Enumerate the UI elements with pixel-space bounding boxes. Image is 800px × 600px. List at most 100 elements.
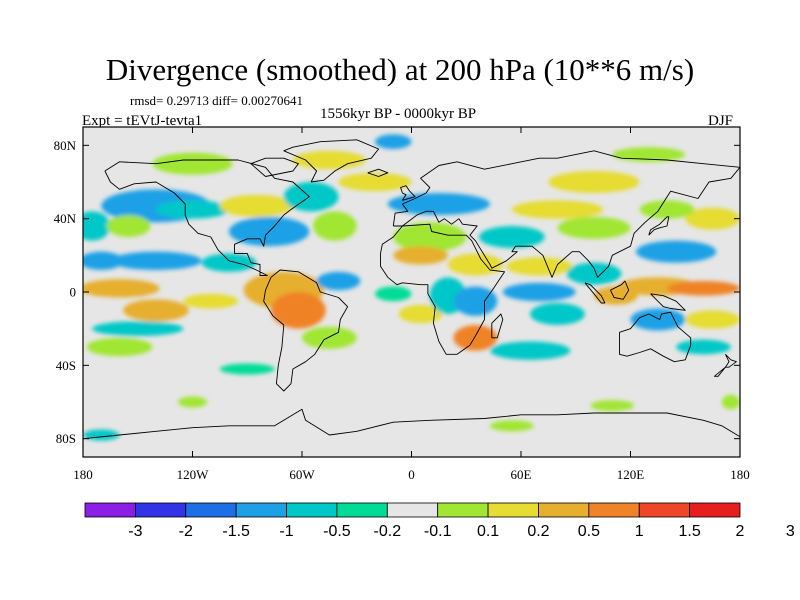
field-patch-20: [316, 271, 361, 291]
lon-tick-label-3: 0: [408, 467, 415, 482]
colorbar-label-5: -0.2: [374, 523, 402, 540]
field-patch-54: [177, 396, 208, 408]
field-patch-11: [92, 321, 184, 336]
experiment-label: Expt = tEVtJ-tevta1: [82, 113, 203, 129]
field-patch-56: [489, 420, 534, 432]
colorbar-swatch-6: [386, 502, 439, 518]
plot-title: Divergence (smoothed) at 200 hPa (10**6 …: [105, 52, 695, 87]
field-patch-43: [566, 262, 622, 285]
colorbar-label-3: -1: [279, 523, 293, 540]
coastline-madagascar: [491, 313, 504, 339]
colorbar-label-0: -3: [128, 523, 142, 540]
field-patch-32: [453, 286, 498, 316]
coastline-australia: [619, 311, 692, 363]
field-patch-55: [590, 400, 635, 412]
field-patch-47: [635, 240, 717, 263]
coastline-new-guinea: [650, 293, 686, 311]
field-patch-46: [667, 281, 740, 296]
field-patch-9: [183, 293, 239, 309]
field-patch-12: [219, 363, 275, 375]
time-period-label: 1556kyr BP - 0000kyr BP: [320, 106, 477, 122]
coastline-borneo: [609, 280, 630, 300]
field-patch-33: [453, 325, 498, 351]
field-patch-53: [721, 394, 740, 410]
colorbar-swatch-7: [437, 502, 489, 518]
field-patch-36: [511, 200, 604, 219]
field-patch-39: [557, 216, 631, 239]
colorbar-swatch-1: [134, 502, 187, 518]
field-patch-35: [479, 226, 545, 248]
colorbar-swatch-12: [689, 502, 741, 518]
field-patch-34: [489, 341, 571, 360]
field-patch-17: [283, 182, 339, 212]
coastlines: [83, 139, 740, 440]
colorbar-label-1: -2: [179, 523, 193, 540]
field-patch-18: [312, 211, 357, 241]
colorbar-swatch-0: [84, 502, 136, 518]
field-patch-25: [387, 193, 490, 215]
field-patch-42: [530, 303, 585, 325]
field-patch-22: [292, 150, 366, 170]
field-patch-49: [639, 200, 695, 219]
lat-tick-label-3: 40S: [56, 358, 76, 373]
field-patch-21: [152, 152, 233, 175]
field-patch-6: [201, 253, 257, 272]
lat-tick-label-1: 40N: [54, 211, 77, 226]
field-patch-30: [398, 304, 443, 324]
colorbar-label-12: 2: [736, 523, 745, 540]
field-patch-19: [302, 326, 357, 349]
lat-tick-label-2: 0: [70, 285, 77, 300]
field-patch-1: [156, 200, 229, 219]
coastline-eurasia: [392, 150, 740, 278]
axis-labels: 180 120W 60W 0 60E 120E 180 80N 40N 0 40S 80S: [54, 138, 750, 482]
field-patch-27: [393, 246, 448, 265]
colorbar-label-11: 1.5: [678, 523, 700, 540]
coastline-japan: [648, 216, 670, 236]
lon-tick-label-1: 120W: [177, 467, 210, 482]
field-patch-7: [83, 279, 160, 298]
coastline-africa: [380, 223, 506, 355]
colorbar-label-9: 0.5: [578, 523, 600, 540]
colorbar-label-2: -1.5: [222, 523, 250, 540]
season-label: DJF: [708, 113, 734, 129]
field-patch-3: [106, 215, 151, 237]
field-patch-40: [506, 257, 573, 276]
coastline-baffin: [250, 157, 299, 177]
field-patch-48: [685, 207, 740, 230]
colorbar-swatch-4: [286, 502, 338, 518]
axis-ticks: [82, 127, 741, 457]
coastline-new-zealand: [713, 353, 737, 377]
coastline-sumatra: [584, 282, 606, 304]
field-patch-5: [110, 251, 202, 270]
lon-tick-label-5: 120E: [617, 467, 645, 482]
field-patch-29: [375, 286, 412, 302]
field-patch-50: [685, 310, 740, 329]
coastline-uk: [400, 185, 416, 201]
field-patch-37: [548, 171, 640, 193]
coastline-greenland: [283, 139, 380, 183]
field-patch-10: [86, 337, 153, 357]
lat-tick-label-0: 80N: [54, 138, 77, 153]
field-patch-26: [393, 222, 467, 252]
lat-tick-label-4: 80S: [56, 431, 76, 446]
field-patch-14: [270, 292, 326, 329]
colorbar-swatch-8: [487, 502, 539, 518]
colorbar: -3 -2 -1.5 -1 -0.5 -0.2 -0.1 0.1 0.2 0.5 1 1.5 2 3: [84, 502, 795, 540]
colorbar-swatch-10: [588, 502, 640, 518]
colorbar-label-8: 0.2: [527, 523, 549, 540]
coastline-antarctica: [83, 408, 740, 440]
field-patch-28: [448, 253, 503, 276]
lon-tick-label-6: 180: [730, 467, 750, 482]
field-patch-16: [219, 194, 293, 217]
coastline-south-america: [263, 269, 349, 392]
colorbar-label-6: -0.1: [424, 523, 452, 540]
field-patch-51: [630, 308, 686, 331]
field-patch-4: [83, 251, 124, 270]
field-patch-2: [83, 211, 111, 241]
field-patch-24: [338, 172, 412, 192]
colorbar-swatch-5: [336, 502, 388, 518]
colorbar-label-10: 1: [635, 523, 644, 540]
colorbar-swatch-3: [235, 502, 287, 518]
stats-text: rmsd= 0.29713 diff= 0.00270641: [130, 93, 303, 108]
